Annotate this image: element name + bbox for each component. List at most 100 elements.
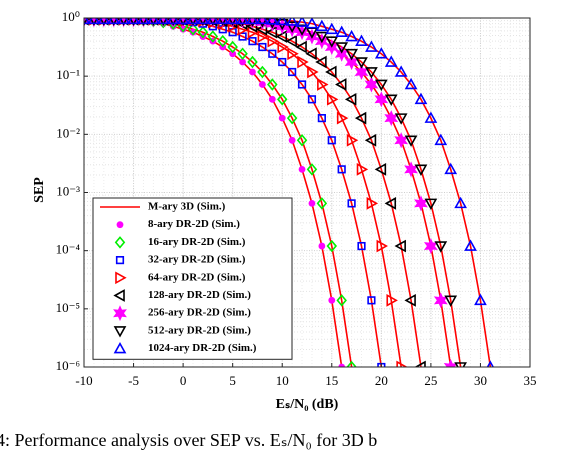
marker [376,239,388,253]
marker [414,360,426,367]
marker [207,30,219,43]
marker [374,47,388,59]
marker [374,162,387,176]
legend-marker [116,221,124,229]
x-axis-label: Eₛ/N₀ (dB) [276,397,339,412]
marker [307,95,317,104]
marker [257,65,268,79]
marker [239,58,246,66]
marker [107,18,121,25]
legend-label: M-ary 3D (Sim.) [148,201,226,213]
marker [285,34,297,48]
legend-box [92,197,293,360]
marker [384,94,398,106]
markers [84,18,495,367]
marker [365,67,378,79]
marker [414,92,428,105]
y-tick-label: 10⁻⁶ [56,358,80,373]
marker [295,24,309,36]
marker [338,363,346,367]
marker [355,57,368,69]
marker [317,78,329,91]
x-tick-label: 10 [276,373,289,388]
marker [335,25,349,37]
marker [186,18,200,25]
marker [278,114,286,122]
marker [354,111,367,125]
marker [306,163,318,176]
y-axis-label: SEP [32,177,47,203]
legend-label: 512-ary DR-2D (Sim.) [148,324,251,336]
marker [275,18,289,26]
marker [404,135,418,147]
marker [336,111,349,125]
legend-marker [114,236,126,249]
marker [256,18,269,25]
marker [276,93,288,106]
marker [196,18,210,25]
legend-label: 128-ary DR-2D (Sim.) [148,289,251,301]
marker [464,239,477,251]
marker [259,81,266,88]
marker [404,77,418,90]
marker [285,18,299,26]
marker [386,293,398,307]
x-tick-label: 30 [474,373,487,388]
marker [384,55,398,67]
marker [325,36,339,48]
marker [268,49,277,58]
legend-label: 8-ary DR-2D (Sim.) [148,218,240,230]
marker [325,65,337,79]
marker [216,18,230,25]
marker [444,162,458,175]
marker [237,47,248,60]
marker [298,165,306,173]
marker [166,18,180,25]
marker [366,197,379,210]
legend-label: 256-ary DR-2D (Sim.) [148,307,251,319]
marker [345,48,358,61]
x-tick-label: 20 [375,373,388,388]
marker [307,65,319,79]
marker [147,18,160,25]
marker [315,55,327,69]
marker [84,18,91,25]
x-tick-label: -5 [128,373,139,388]
marker [249,68,256,76]
y-tick-label: 10⁰ [62,9,80,24]
marker [248,37,257,46]
caption: 4: Performance analysis over SEP vs. Eₛ/… [0,430,377,450]
marker [315,19,329,32]
marker [176,18,190,25]
legend-label: 16-ary DR-2D (Sim.) [148,236,246,248]
legend-label: 32-ary DR-2D (Sim.) [148,254,246,266]
marker [308,199,316,207]
marker [137,18,150,25]
marker [84,18,91,28]
marker [346,360,357,367]
x-tick-label: -10 [75,373,92,388]
marker [268,95,276,103]
x-tick-label: 0 [180,373,187,388]
marker [258,42,267,52]
legend-marker [113,326,127,338]
marker [295,18,309,27]
marker [325,22,339,35]
marker [396,360,408,367]
marker [356,162,369,176]
marker [257,18,268,28]
legend-marker [115,255,125,265]
marker [305,47,317,61]
x-tick-label: 5 [229,373,236,388]
legend: M-ary 3D (Sim.) 8-ary DR-2D (Sim.) 16-ary … [92,197,293,360]
marker [434,133,448,146]
marker [297,55,309,69]
marker [236,18,249,25]
marker [267,34,279,48]
y-tick-label: 10⁻¹ [56,67,80,82]
marker [257,30,270,43]
marker [404,293,416,307]
marker [229,50,237,58]
marker [335,78,347,91]
grid [83,17,531,368]
